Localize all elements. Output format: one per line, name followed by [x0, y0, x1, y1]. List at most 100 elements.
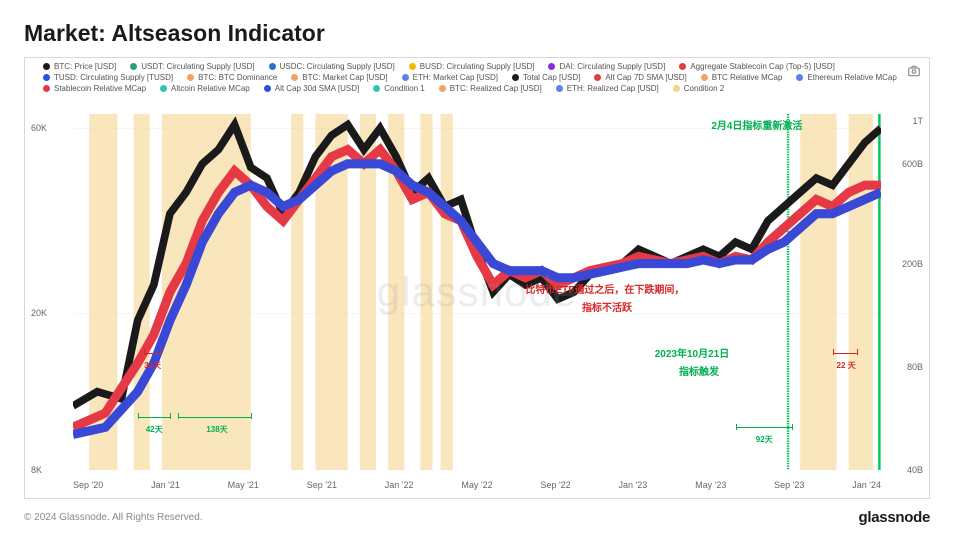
legend-item[interactable]: Aggregate Stablecoin Cap (Top-5) [USD] — [679, 62, 835, 71]
arrow-cap — [857, 349, 858, 355]
annotation-text: 指标触发 — [679, 367, 719, 379]
legend-label: Total Cap [USD] — [523, 73, 580, 82]
x-tick: May '22 — [461, 480, 492, 490]
legend-item[interactable]: Alt Cap 7D SMA [USD] — [594, 73, 686, 82]
y-left-tick: 8K — [31, 465, 69, 475]
legend-dot — [679, 63, 686, 70]
legend-item[interactable]: Stablecoin Relative MCap — [43, 84, 146, 93]
legend-item[interactable]: Total Cap [USD] — [512, 73, 580, 82]
y-left-tick: 60K — [31, 123, 69, 133]
annotation-text: 2023年10月21日 — [655, 349, 730, 361]
y-right-tick: 600B — [885, 159, 923, 169]
legend-item[interactable]: ETH: Realized Cap [USD] — [556, 84, 659, 93]
legend-dot — [548, 63, 555, 70]
arrow-cap — [160, 349, 161, 355]
legend-item[interactable]: BUSD: Circulating Supply [USD] — [409, 62, 535, 71]
legend-label: BTC: Price [USD] — [54, 62, 116, 71]
duration-label: 42天 — [146, 424, 163, 435]
arrow-cap — [170, 413, 171, 419]
duration-arrow — [178, 417, 251, 418]
legend-label: Stablecoin Relative MCap — [54, 84, 146, 93]
legend-item[interactable]: Condition 2 — [673, 84, 724, 93]
legend-dot — [409, 63, 416, 70]
y-axis-left: 8K20K60K — [31, 114, 69, 470]
legend-dot — [187, 74, 194, 81]
legend-label: USDC: Circulating Supply [USD] — [280, 62, 395, 71]
duration-arrow — [736, 427, 793, 428]
legend-item[interactable]: Condition 1 — [373, 84, 424, 93]
legend-label: BUSD: Circulating Supply [USD] — [420, 62, 535, 71]
legend-item[interactable]: Alt Cap 30d SMA [USD] — [264, 84, 359, 93]
legend-label: BTC: BTC Dominance — [198, 73, 277, 82]
x-tick: Jan '24 — [852, 480, 881, 490]
copyright-text: © 2024 Glassnode. All Rights Reserved. — [24, 512, 203, 523]
legend-item[interactable]: DAI: Circulating Supply [USD] — [548, 62, 665, 71]
arrow-cap — [144, 349, 145, 355]
duration-arrow — [138, 417, 170, 418]
y-right-tick: 80B — [885, 362, 923, 372]
legend-dot — [673, 85, 680, 92]
duration-arrow — [833, 353, 857, 354]
duration-label: 92天 — [756, 434, 773, 445]
legend-item[interactable]: USDT: Circulating Supply [USD] — [130, 62, 254, 71]
legend-dot — [402, 74, 409, 81]
legend-label: Alt Cap 30d SMA [USD] — [275, 84, 359, 93]
legend-dot — [130, 63, 137, 70]
y-right-tick: 40B — [885, 465, 923, 475]
camera-icon[interactable] — [907, 64, 921, 78]
duration-label: 31天 — [144, 360, 161, 371]
legend-label: DAI: Circulating Supply [USD] — [559, 62, 665, 71]
legend-dot — [269, 63, 276, 70]
legend-item[interactable]: Altcoin Relative MCap — [160, 84, 250, 93]
legend-item[interactable]: BTC: Market Cap [USD] — [291, 73, 387, 82]
annotation-text: 比特币ETF通过之后，在下跌期间， — [525, 285, 684, 297]
page-title: Market: Altseason Indicator — [24, 20, 930, 47]
legend-label: ETH: Market Cap [USD] — [413, 73, 498, 82]
arrow-cap — [792, 424, 793, 430]
y-right-tick: 200B — [885, 259, 923, 269]
x-tick: May '21 — [228, 480, 259, 490]
legend-label: USDT: Circulating Supply [USD] — [141, 62, 254, 71]
legend-dot — [43, 63, 50, 70]
legend-item[interactable]: BTC: Price [USD] — [43, 62, 116, 71]
legend-label: Condition 1 — [384, 84, 424, 93]
legend-item[interactable]: BTC: Realized Cap [USD] — [439, 84, 542, 93]
legend-label: Condition 2 — [684, 84, 724, 93]
legend-label: TUSD: Circulating Supply [TUSD] — [54, 73, 173, 82]
legend-label: Altcoin Relative MCap — [171, 84, 250, 93]
annotation-text: 指标不活跃 — [582, 303, 632, 315]
arrow-cap — [251, 413, 252, 419]
legend-dot — [556, 85, 563, 92]
legend-item[interactable]: TUSD: Circulating Supply [TUSD] — [43, 73, 173, 82]
chart-frame: BTC: Price [USD] USDT: Circulating Supply… — [24, 57, 930, 499]
x-tick: Jan '22 — [385, 480, 414, 490]
legend-dot — [701, 74, 708, 81]
legend-label: ETH: Realized Cap [USD] — [567, 84, 659, 93]
legend-dot — [373, 85, 380, 92]
legend-item[interactable]: USDC: Circulating Supply [USD] — [269, 62, 395, 71]
legend-dot — [291, 74, 298, 81]
x-tick: Jan '21 — [151, 480, 180, 490]
legend-label: BTC: Realized Cap [USD] — [450, 84, 542, 93]
legend-item[interactable]: BTC Relative MCap — [701, 73, 783, 82]
x-tick: Sep '22 — [540, 480, 570, 490]
legend-label: BTC Relative MCap — [712, 73, 783, 82]
x-tick: Sep '21 — [307, 480, 337, 490]
duration-arrow — [144, 353, 160, 354]
legend-item[interactable]: ETH: Market Cap [USD] — [402, 73, 498, 82]
legend-item[interactable]: Ethereum Relative MCap — [796, 73, 896, 82]
brand-logo: glassnode — [859, 509, 931, 526]
duration-label: 138天 — [206, 424, 227, 435]
legend-label: Ethereum Relative MCap — [807, 73, 896, 82]
chart-legend: BTC: Price [USD] USDT: Circulating Supply… — [25, 58, 929, 95]
arrow-cap — [138, 413, 139, 419]
arrow-cap — [833, 349, 834, 355]
legend-item[interactable]: BTC: BTC Dominance — [187, 73, 277, 82]
legend-dot — [264, 85, 271, 92]
x-tick: Jan '23 — [619, 480, 648, 490]
y-left-tick: 20K — [31, 308, 69, 318]
legend-label: Alt Cap 7D SMA [USD] — [605, 73, 686, 82]
x-axis: Sep '20 Jan '21 May '21 Sep '21 Jan '22 May '… — [73, 480, 881, 490]
x-tick: Sep '20 — [73, 480, 103, 490]
legend-dot — [160, 85, 167, 92]
